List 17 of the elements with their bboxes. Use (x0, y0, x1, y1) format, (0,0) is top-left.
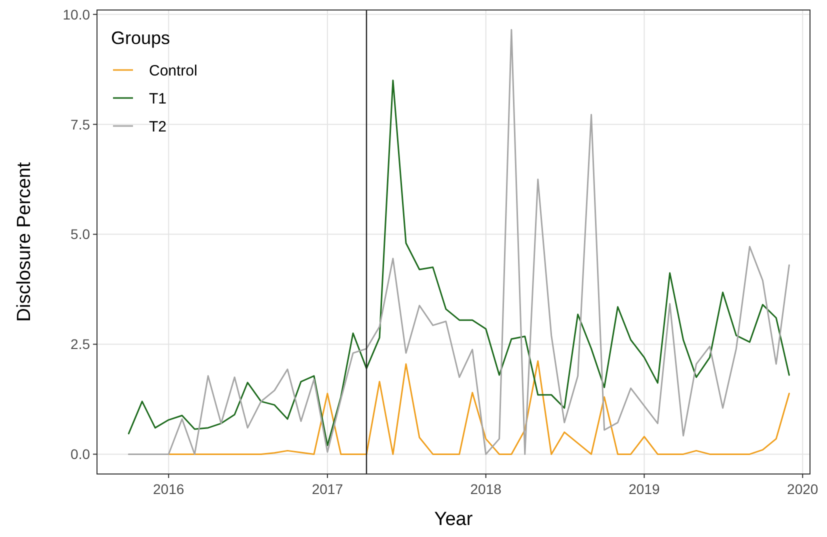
x-axis-title: Year (434, 509, 474, 530)
y-tick-label: 10.0 (62, 6, 90, 22)
x-tick-label: 2016 (153, 481, 184, 497)
y-tick-label: 2.5 (70, 336, 90, 352)
y-tick-label: 0.0 (70, 446, 90, 462)
x-tick-label: 2017 (312, 481, 344, 497)
x-tick-label: 2020 (787, 481, 818, 497)
x-tick-label: 2019 (628, 481, 660, 497)
legend-label: T1 (149, 90, 167, 108)
y-axis-title: Disclosure Percent (14, 162, 35, 322)
legend-label: Control (149, 62, 198, 80)
y-tick-label: 5.0 (70, 226, 90, 242)
legend-label: T2 (149, 118, 167, 136)
legend-title: Groups (111, 28, 170, 48)
y-tick-label: 7.5 (70, 116, 90, 132)
line-series (168, 360, 790, 455)
x-tick-label: 2018 (470, 481, 502, 497)
